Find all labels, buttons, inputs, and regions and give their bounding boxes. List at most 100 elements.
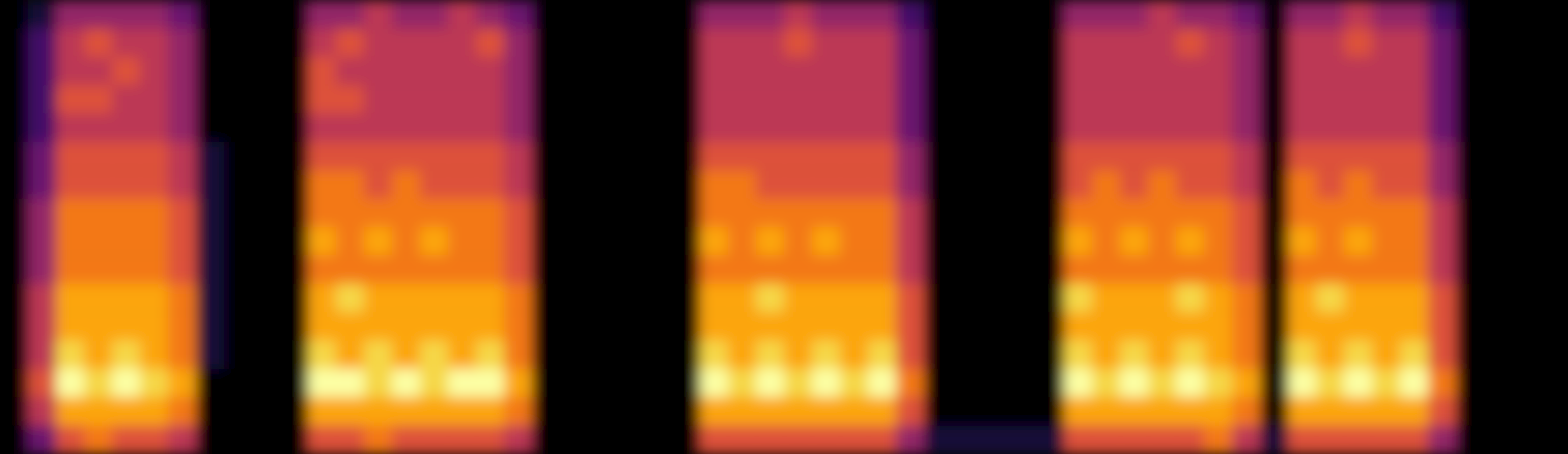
heatmap-cell — [504, 426, 533, 454]
heatmap-cell — [1484, 114, 1513, 143]
heatmap-cell — [28, 255, 57, 284]
heatmap-cell — [1512, 312, 1541, 341]
heatmap-cell — [140, 397, 169, 426]
heatmap-cell — [1428, 227, 1457, 256]
heatmap-cell — [168, 114, 197, 143]
heatmap-cell — [280, 369, 309, 398]
heatmap-cell — [1036, 142, 1065, 171]
heatmap-cell — [168, 85, 197, 114]
heatmap-cell — [644, 397, 673, 426]
heatmap-cell — [644, 312, 673, 341]
heatmap-cell — [1176, 28, 1205, 57]
heatmap-cell — [728, 369, 757, 398]
heatmap-cell — [1204, 312, 1233, 341]
heatmap-cell — [224, 57, 253, 86]
heatmap-cell — [112, 426, 141, 454]
heatmap-cell — [140, 57, 169, 86]
heatmap-cell — [840, 57, 869, 86]
heatmap-cell — [812, 0, 841, 29]
heatmap-cell — [1456, 85, 1485, 114]
heatmap-cell — [980, 312, 1009, 341]
heatmap-cell — [308, 369, 337, 398]
heatmap-cell — [476, 227, 505, 256]
heatmap-cell — [560, 255, 589, 284]
heatmap-cell — [0, 57, 29, 86]
heatmap-cell — [1064, 312, 1093, 341]
heatmap-cell — [728, 312, 757, 341]
heatmap-cell — [896, 284, 925, 313]
heatmap-cell — [1148, 284, 1177, 313]
heatmap-cell — [0, 397, 29, 426]
heatmap-cell — [924, 312, 953, 341]
heatmap-cell — [532, 312, 561, 341]
heatmap-cell — [1484, 312, 1513, 341]
heatmap-cell — [1484, 397, 1513, 426]
heatmap-cell — [168, 369, 197, 398]
heatmap-cell — [448, 341, 477, 370]
heatmap-cell — [560, 0, 589, 29]
heatmap-cell — [1120, 114, 1149, 143]
heatmap-cell — [560, 369, 589, 398]
heatmap-cell — [728, 170, 757, 199]
heatmap-cell — [308, 397, 337, 426]
heatmap-cell — [1288, 57, 1317, 86]
heatmap-cell — [336, 255, 365, 284]
heatmap-cell — [476, 397, 505, 426]
heatmap-cell — [588, 0, 617, 29]
heatmap-cell — [224, 227, 253, 256]
heatmap-cell — [952, 284, 981, 313]
heatmap-cell — [280, 341, 309, 370]
heatmap-cell — [1540, 114, 1568, 143]
heatmap-cell — [1344, 341, 1373, 370]
heatmap-cell — [112, 397, 141, 426]
heatmap-cell — [728, 284, 757, 313]
heatmap-cell — [0, 255, 29, 284]
heatmap-cell — [1428, 255, 1457, 284]
heatmap-cell — [1232, 341, 1261, 370]
heatmap-cell — [1372, 341, 1401, 370]
heatmap-cell — [952, 341, 981, 370]
heatmap-cell — [588, 284, 617, 313]
heatmap-cell — [1232, 142, 1261, 171]
heatmap-cell — [1120, 0, 1149, 29]
heatmap-cell — [392, 341, 421, 370]
heatmap-cell — [336, 85, 365, 114]
heatmap-cell — [504, 114, 533, 143]
heatmap-cell — [532, 57, 561, 86]
heatmap-cell — [1484, 426, 1513, 454]
heatmap-cell — [308, 0, 337, 29]
heatmap-cell — [28, 28, 57, 57]
heatmap-cell — [504, 312, 533, 341]
heatmap-cell — [308, 170, 337, 199]
heatmap-cell — [1120, 284, 1149, 313]
heatmap-cell — [1176, 85, 1205, 114]
heatmap-cell — [952, 369, 981, 398]
heatmap-cell — [1204, 57, 1233, 86]
heatmap-cell — [896, 85, 925, 114]
heatmap-cell — [1540, 142, 1568, 171]
heatmap-cell — [1120, 57, 1149, 86]
heatmap-cell — [308, 114, 337, 143]
heatmap-cell — [252, 312, 281, 341]
heatmap-cell — [812, 170, 841, 199]
heatmap-cell — [1512, 369, 1541, 398]
heatmap-cell — [196, 57, 225, 86]
heatmap-cell — [1288, 341, 1317, 370]
heatmap-cell — [616, 0, 645, 29]
heatmap-cell — [224, 170, 253, 199]
heatmap-cell — [252, 85, 281, 114]
heatmap-cell — [1400, 0, 1429, 29]
heatmap-cell — [0, 227, 29, 256]
heatmap-cell — [1036, 85, 1065, 114]
heatmap-cell — [112, 312, 141, 341]
heatmap-cell — [896, 369, 925, 398]
heatmap-cell — [728, 227, 757, 256]
heatmap-cell — [644, 142, 673, 171]
heatmap-cell — [924, 28, 953, 57]
heatmap-cell — [308, 284, 337, 313]
heatmap-cell — [588, 426, 617, 454]
heatmap-cell — [168, 397, 197, 426]
heatmap-cell — [0, 341, 29, 370]
heatmap-cell — [28, 57, 57, 86]
heatmap-cell — [1316, 28, 1345, 57]
